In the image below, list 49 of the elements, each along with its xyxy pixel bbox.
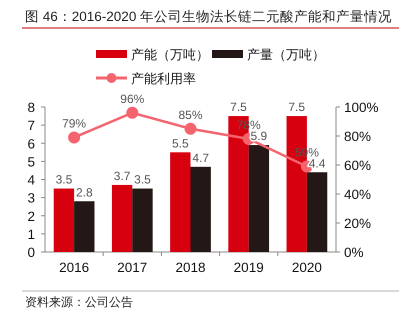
y-tick-label: 6 [27,136,35,152]
bar [54,188,74,252]
data-label: 3.5 [56,172,73,187]
data-label: 7.5 [230,100,248,114]
point [68,131,80,144]
y-tick-label: 4 [27,172,36,188]
legend-label: 产能利用率 [131,71,196,86]
y-tick-label: 5 [27,154,35,170]
bar [74,201,94,252]
y2-tick-label: 20% [344,216,372,231]
data-label: 59% [294,145,320,160]
y-tick-label: 2 [27,208,35,224]
bar [248,145,270,252]
data-label: 3.5 [134,172,152,187]
data-label: 4.7 [192,150,210,165]
data-label: 3.7 [114,168,131,183]
y2-tick-label: 60% [344,158,372,173]
legend-label: 产量（万吨） [247,47,325,62]
y-tick-label: 7 [27,118,35,134]
point [126,106,138,119]
text: 资料来源：公司公告 [25,295,133,309]
data-label: 78% [236,118,262,132]
data-label: 2.8 [76,185,93,200]
y-tick-label: 8 [27,100,35,115]
y-tick-label: 1 [27,226,35,242]
legend-label: 产能（万吨） [131,47,209,62]
data-label: 5.5 [172,136,189,150]
x-tick-label: 2017 [117,260,148,275]
x-tick-label: 2016 [59,260,90,275]
y-tick-label: 0 [27,245,35,260]
y-tick-label: 3 [27,190,35,206]
x-tick-label: 2018 [175,260,206,275]
data-label: 85% [178,108,203,122]
y2-tick-label: 0% [344,245,364,260]
x-tick-label: 2020 [292,260,322,275]
data-label: 96% [120,92,145,106]
point [184,122,196,135]
x-tick-label: 2019 [234,260,264,275]
data-label: 79% [62,116,86,130]
y2-tick-label: 100% [344,100,379,115]
bar [132,188,153,252]
bar [170,152,190,252]
bar [112,184,132,252]
bar [306,172,328,252]
y2-tick-label: 80% [344,129,372,144]
bar [190,166,211,252]
data-label: 7.5 [288,100,306,114]
y2-tick-label: 40% [344,187,372,202]
chart-title: 图 46：2016-2020 年公司生物法长链二元酸产能和产量情况 [25,9,392,24]
